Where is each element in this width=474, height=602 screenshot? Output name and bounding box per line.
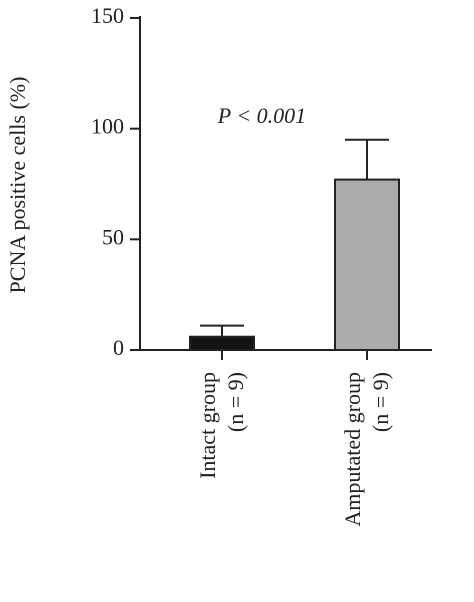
- y-tick-label: 0: [113, 335, 124, 360]
- x-tick-label: Intact group: [195, 372, 220, 479]
- group-size: (n = 9): [368, 372, 393, 432]
- y-tick-label: 50: [102, 224, 124, 249]
- y-tick-label: 150: [91, 3, 124, 28]
- y-tick-label: 100: [91, 114, 124, 139]
- y-axis-label: PCNA positive cells (%): [5, 77, 30, 294]
- x-tick-label: Amputated group: [340, 372, 365, 527]
- bar: [334, 178, 400, 351]
- bar: [189, 335, 255, 352]
- group-size: (n = 9): [223, 372, 248, 432]
- annotation: P < 0.001: [217, 103, 306, 128]
